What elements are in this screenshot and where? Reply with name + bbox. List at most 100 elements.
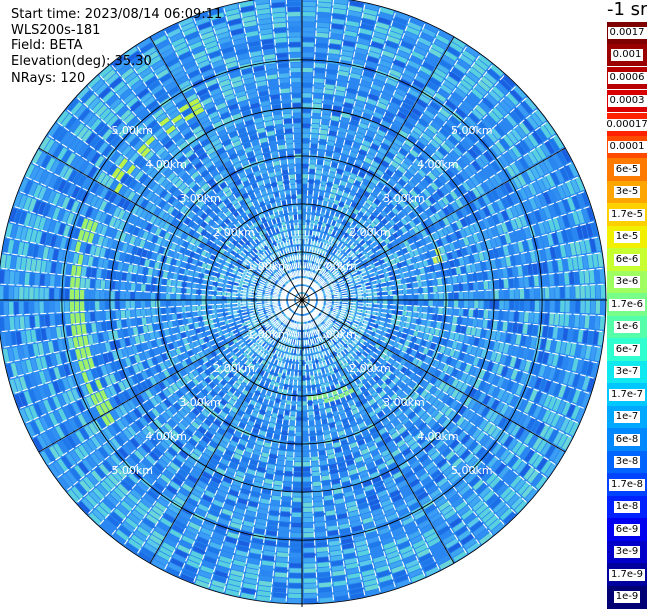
- range-gate-cell: [304, 563, 316, 568]
- range-gate-cell: [302, 179, 308, 183]
- range-gate-cell: [294, 462, 302, 466]
- range-gate-cell: [570, 286, 575, 299]
- range-gate-cell: [297, 401, 302, 405]
- range-gate-cell: [302, 220, 306, 224]
- range-gate-cell: [298, 376, 302, 380]
- range-gate-cell: [303, 487, 312, 492]
- range-gate-cell: [489, 290, 494, 299]
- range-gate-cell: [304, 573, 317, 578]
- range-gate-cell: [449, 292, 453, 299]
- range-gate-cell: [303, 548, 315, 553]
- range-gate-cell: [311, 446, 318, 451]
- range-gate-cell: [315, 48, 327, 53]
- range-gate-cell: [312, 98, 322, 103]
- range-gate-cell: [550, 300, 555, 312]
- range-gate-cell: [291, 533, 302, 538]
- range-gate-cell: [468, 309, 473, 317]
- range-gate-cell: [295, 452, 302, 456]
- range-gate-cell: [283, 492, 292, 497]
- range-gate-cell: [302, 159, 309, 163]
- range-gate-cell: [459, 300, 463, 307]
- range-gate-cell: [289, 583, 302, 588]
- range-gate-cell: [303, 467, 311, 471]
- range-gate-cell: [316, 425, 322, 430]
- range-gate-cell: [286, 456, 294, 461]
- range-gate-cell: [469, 291, 473, 299]
- range-gate-cell: [285, 466, 293, 471]
- range-gate-cell: [463, 308, 468, 316]
- range-gate-cell: [293, 391, 298, 396]
- range-gate-cell: [529, 276, 534, 287]
- range-gate-cell: [302, 7, 316, 12]
- range-gate-cell: [489, 300, 493, 309]
- range-gate-cell: [302, 103, 311, 107]
- range-gate-cell: [499, 310, 504, 320]
- range-gate-cell: [439, 293, 443, 300]
- range-gate-cell: [302, 53, 313, 58]
- range-gate-cell: [310, 436, 317, 441]
- range-gate-cell: [313, 481, 322, 486]
- range-gate-cell: [313, 93, 323, 98]
- range-gate-cell: [304, 599, 318, 604]
- range-gate-cell: [302, 88, 312, 92]
- range-gate-cell: [304, 593, 318, 598]
- range-gate-cell: [418, 294, 422, 300]
- range-gate-cell: [393, 305, 398, 310]
- range-gate-cell: [499, 279, 504, 289]
- range-gate-cell: [494, 300, 498, 309]
- range-gate-cell: [479, 300, 483, 308]
- range-gate-cell: [302, 47, 314, 52]
- range-gate-cell: [302, 134, 310, 138]
- range-gate-cell: [281, 507, 291, 512]
- range-gate-cell: [309, 164, 316, 169]
- range-gate-cell: [292, 401, 297, 406]
- range-gate-cell: [408, 306, 413, 311]
- range-gate-cell: [303, 513, 313, 518]
- range-gate-cell: [311, 461, 319, 466]
- range-gate-cell: [314, 68, 325, 73]
- range-gate-cell: [458, 308, 463, 316]
- range-gate-cell: [289, 578, 302, 583]
- range-gate-cell: [580, 300, 585, 313]
- range-gate-cell: [304, 583, 317, 588]
- range-gate-cell: [398, 300, 402, 305]
- range-gate-cell: [303, 416, 309, 420]
- range-gate-cell: [423, 306, 428, 312]
- range-gate-cell: [601, 300, 606, 314]
- range-gate-cell: [289, 431, 296, 436]
- range-gate-cell: [304, 558, 316, 563]
- range-gate-cell: [524, 276, 529, 287]
- range-gate-cell: [575, 300, 580, 313]
- range-gate-cell: [294, 376, 298, 381]
- range-gate-cell: [293, 487, 302, 491]
- range-gate-cell: [437, 314, 442, 321]
- range-gate-cell: [282, 425, 288, 430]
- range-gate-cell: [596, 300, 601, 314]
- range-gate-cell: [504, 300, 508, 310]
- range-gate-cell: [403, 305, 408, 310]
- range-gate-cell: [438, 307, 443, 314]
- range-gate-cell: [316, 165, 323, 170]
- range-gate-cell: [434, 300, 438, 306]
- range-gate-cell: [292, 508, 302, 512]
- range-gate-cell: [565, 286, 570, 298]
- range-gate-cell: [313, 486, 322, 491]
- range-gate-cell: [289, 426, 295, 431]
- range-gate-cell: [393, 300, 397, 304]
- range-gate-cell: [303, 462, 311, 466]
- range-gate-cell: [302, 68, 313, 73]
- range-gate-cell: [408, 294, 412, 299]
- range-gate-cell: [277, 547, 289, 552]
- range-gate-cell: [473, 282, 478, 290]
- range-gate-cell: [418, 300, 422, 306]
- range-gate-cell: [514, 277, 519, 287]
- range-gate-cell: [304, 553, 316, 558]
- range-gate-cell: [463, 283, 468, 291]
- range-gate-cell: [310, 149, 317, 154]
- range-gate-cell: [310, 139, 318, 144]
- range-gate-cell: [388, 300, 392, 304]
- range-gate-cell: [296, 416, 302, 420]
- range-gate-cell: [315, 527, 326, 532]
- range-gate-cell: [288, 436, 295, 441]
- range-gate-cell: [291, 528, 302, 533]
